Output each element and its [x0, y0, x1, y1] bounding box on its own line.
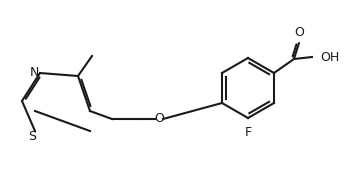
Text: O: O	[294, 26, 304, 39]
Text: OH: OH	[320, 51, 339, 64]
Text: O: O	[154, 112, 164, 125]
Text: F: F	[244, 126, 252, 139]
Text: N: N	[29, 67, 39, 80]
Text: S: S	[28, 130, 36, 143]
